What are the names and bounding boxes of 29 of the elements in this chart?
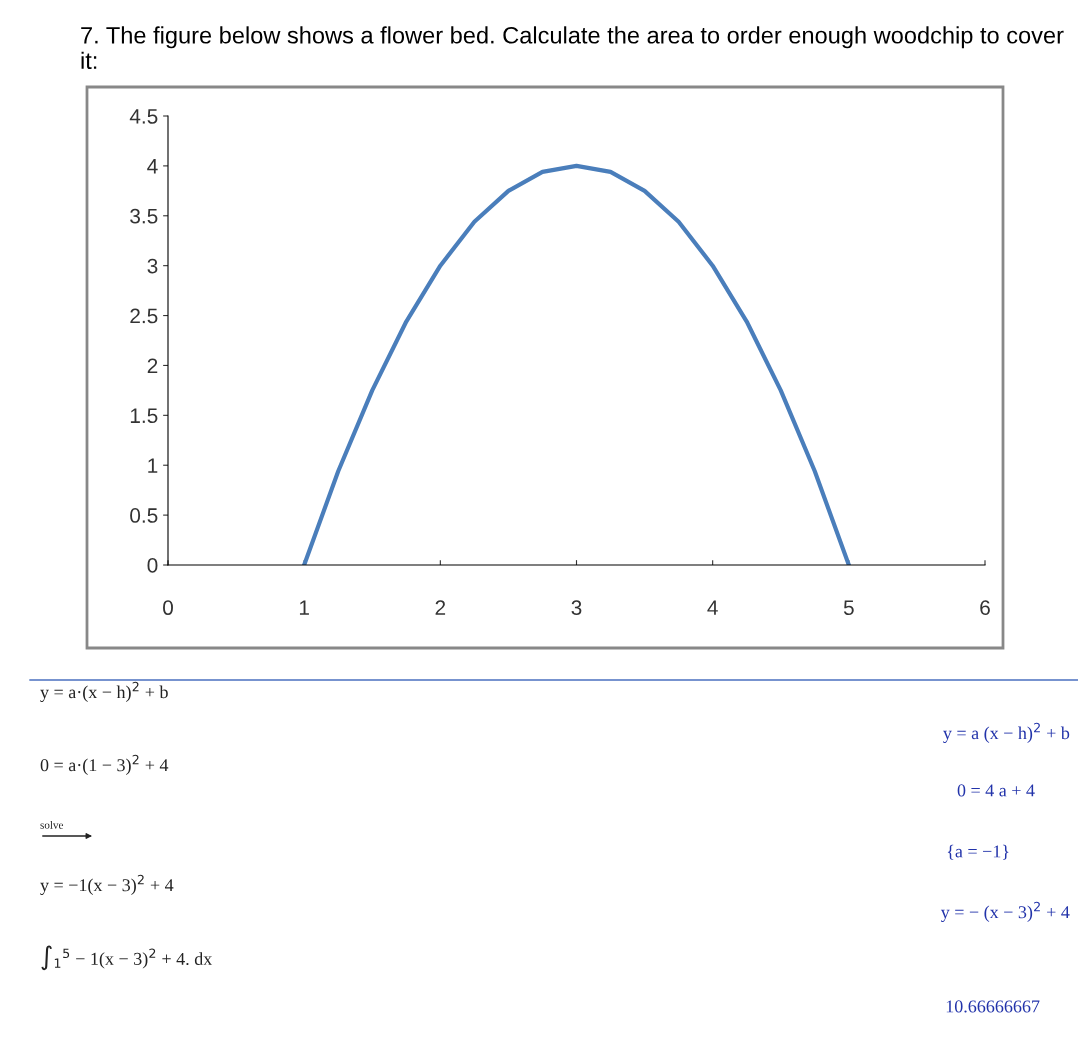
- chart-title: 7. The figure below shows a flower bed. Calculate the area to order enough woodchip to cover it:: [81, 26, 1064, 70]
- x-tick-label: 2: [435, 600, 446, 615]
- text: y = a·(x − h)$^{2}$ + b: [40, 681, 168, 702]
- x-tick-label: 0: [163, 600, 173, 616]
- y-tick-label: 4.5: [129, 109, 158, 124]
- x-tick-label: 1: [299, 600, 309, 615]
- text: ∫$_{1}$$^{5}$ − 1(x − 3)$^{2}$ + 4. dx: [41, 945, 213, 971]
- x-tick-label: 5: [843, 600, 854, 616]
- text: 0 = a·(1 − 3)$^{2}$ + 4: [40, 754, 169, 775]
- text: {a = −1}: [947, 844, 1009, 860]
- y-tick-label: 4: [147, 159, 158, 174]
- text: y = − (x − 3)$^{2}$ + 4: [940, 901, 1070, 922]
- x-tick-label: 6: [980, 600, 990, 616]
- x-tick-label: 3: [571, 600, 582, 616]
- y-tick-label: 3.5: [130, 208, 158, 224]
- text: 10.66666667: [946, 1000, 1040, 1013]
- text: y = a (x − h)$^{2}$ + b: [943, 722, 1070, 743]
- y-tick-label: 2: [147, 358, 158, 373]
- y-tick-label: 1.5: [130, 408, 158, 424]
- text: y = −1(x − 3)$^{2}$ + 4: [40, 874, 174, 895]
- y-tick-label: 2.5: [130, 308, 158, 324]
- x-tick-label: 4: [707, 600, 718, 615]
- y-tick-label: 0: [147, 558, 158, 573]
- text: solve: [40, 820, 64, 829]
- y-tick-label: 3: [147, 258, 158, 274]
- text: 0 = 4 a + 4: [957, 784, 1035, 797]
- y-tick-label: 0.5: [130, 508, 158, 523]
- line-series: [302, 163, 851, 565]
- y-tick-label: 1: [148, 458, 158, 473]
